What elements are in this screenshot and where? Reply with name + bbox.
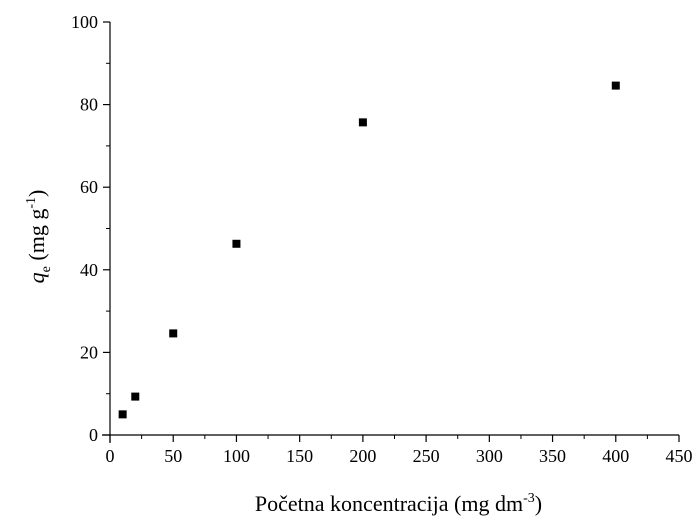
y-tick-label: 20 bbox=[80, 342, 98, 362]
x-ticks: 0 50 100 150 200 250 300 350 400 450 bbox=[106, 435, 693, 466]
data-point bbox=[118, 410, 127, 419]
axes bbox=[102, 22, 679, 443]
y-axis-title-text: (mg g bbox=[24, 209, 49, 266]
y-tick-label: 0 bbox=[89, 425, 98, 445]
x-axis-title: Početna koncentracija (mg dm-3) bbox=[255, 491, 542, 516]
x-tick-label: 200 bbox=[349, 446, 376, 466]
y-tick-label: 100 bbox=[71, 12, 98, 32]
y-axis-title-symbol: q bbox=[24, 272, 49, 283]
x-tick-label: 0 bbox=[106, 446, 115, 466]
data-point bbox=[611, 81, 620, 90]
y-axis-title-end: ) bbox=[24, 190, 49, 197]
x-tick-label: 50 bbox=[164, 446, 182, 466]
y-ticks: 0 20 40 60 80 100 bbox=[71, 12, 110, 445]
data-point bbox=[131, 392, 140, 401]
data-points bbox=[118, 81, 620, 419]
y-tick-label: 80 bbox=[80, 95, 98, 115]
x-tick-label: 300 bbox=[476, 446, 503, 466]
y-axis-title-superscript: -1 bbox=[24, 197, 39, 209]
data-point bbox=[169, 329, 178, 338]
x-tick-label: 400 bbox=[602, 446, 629, 466]
x-tick-label: 100 bbox=[223, 446, 250, 466]
y-axis-title-subscript: e bbox=[39, 266, 54, 272]
x-axis-title-text: Početna koncentracija (mg dm bbox=[255, 491, 523, 516]
x-tick-label: 250 bbox=[413, 446, 440, 466]
x-axis-title-superscript: -3 bbox=[523, 491, 535, 506]
x-tick-label: 350 bbox=[539, 446, 566, 466]
y-tick-label: 40 bbox=[80, 260, 98, 280]
y-axis-title: qe (mg g-1) bbox=[24, 190, 54, 284]
x-tick-label: 450 bbox=[666, 446, 693, 466]
data-point bbox=[358, 118, 367, 127]
x-tick-label: 150 bbox=[286, 446, 313, 466]
data-point bbox=[232, 239, 241, 248]
x-axis-title-end: ) bbox=[535, 491, 542, 516]
y-tick-label: 60 bbox=[80, 177, 98, 197]
